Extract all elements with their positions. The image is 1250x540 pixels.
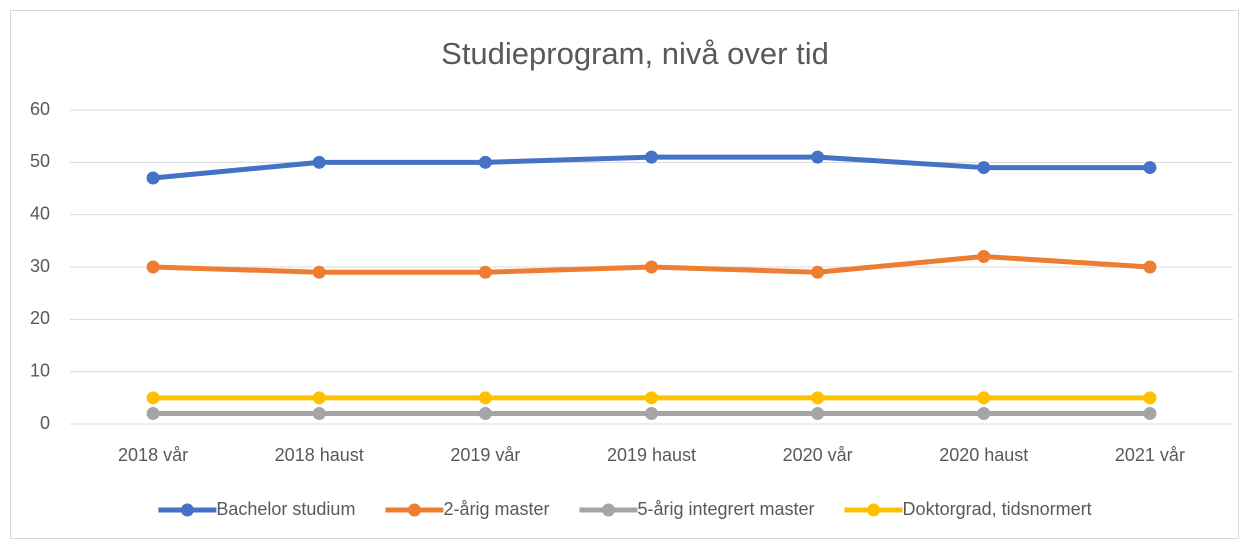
legend-label: Bachelor studium (216, 499, 355, 519)
point-marker (1143, 391, 1157, 405)
legend-swatch-marker (180, 503, 194, 517)
x-tick-label: 2020 haust (939, 445, 1028, 465)
point-marker (811, 391, 825, 405)
point-marker (1143, 260, 1157, 274)
point-marker (1143, 161, 1157, 175)
x-tick-label: 2019 vår (450, 445, 520, 465)
point-marker (312, 391, 326, 405)
point-marker (146, 260, 160, 274)
y-tick-label: 10 (30, 360, 50, 380)
point-marker (478, 391, 492, 405)
point-marker (1143, 407, 1157, 421)
x-tick-label: 2020 vår (783, 445, 853, 465)
point-marker (811, 407, 825, 421)
legend-swatch-marker (601, 503, 615, 517)
point-marker (146, 407, 160, 421)
point-marker (478, 265, 492, 279)
x-tick-label: 2021 vår (1115, 445, 1185, 465)
point-marker (811, 150, 825, 164)
legend-label: 2-årig master (443, 499, 549, 519)
chart-title: Studieprogram, nivå over tid (441, 36, 829, 71)
point-marker (811, 265, 825, 279)
y-tick-label: 60 (30, 99, 50, 119)
point-marker (312, 265, 326, 279)
y-tick-label: 20 (30, 308, 50, 328)
point-marker (146, 391, 160, 405)
point-marker (312, 407, 326, 421)
legend-label: 5-årig integrert master (637, 499, 814, 519)
point-marker (645, 391, 658, 405)
y-tick-label: 30 (30, 256, 50, 276)
legend-swatch-marker (867, 503, 881, 517)
point-marker (478, 155, 492, 169)
point-marker (977, 161, 991, 175)
point-marker (146, 171, 160, 185)
x-tick-label: 2018 vår (118, 445, 188, 465)
point-marker (645, 150, 658, 164)
point-marker (478, 407, 492, 421)
point-marker (977, 391, 991, 405)
x-tick-label: 2019 haust (607, 445, 696, 465)
point-marker (977, 250, 991, 264)
point-marker (312, 155, 326, 169)
legend-swatch-marker (407, 503, 421, 517)
legend-label: Doktorgrad, tidsnormert (903, 499, 1092, 519)
point-marker (645, 407, 658, 421)
point-marker (977, 407, 991, 421)
point-marker (645, 260, 658, 274)
y-tick-label: 40 (30, 203, 50, 223)
chart-frame (10, 10, 1239, 539)
x-tick-label: 2018 haust (275, 445, 364, 465)
y-tick-label: 0 (40, 413, 50, 433)
y-tick-label: 50 (30, 151, 50, 171)
